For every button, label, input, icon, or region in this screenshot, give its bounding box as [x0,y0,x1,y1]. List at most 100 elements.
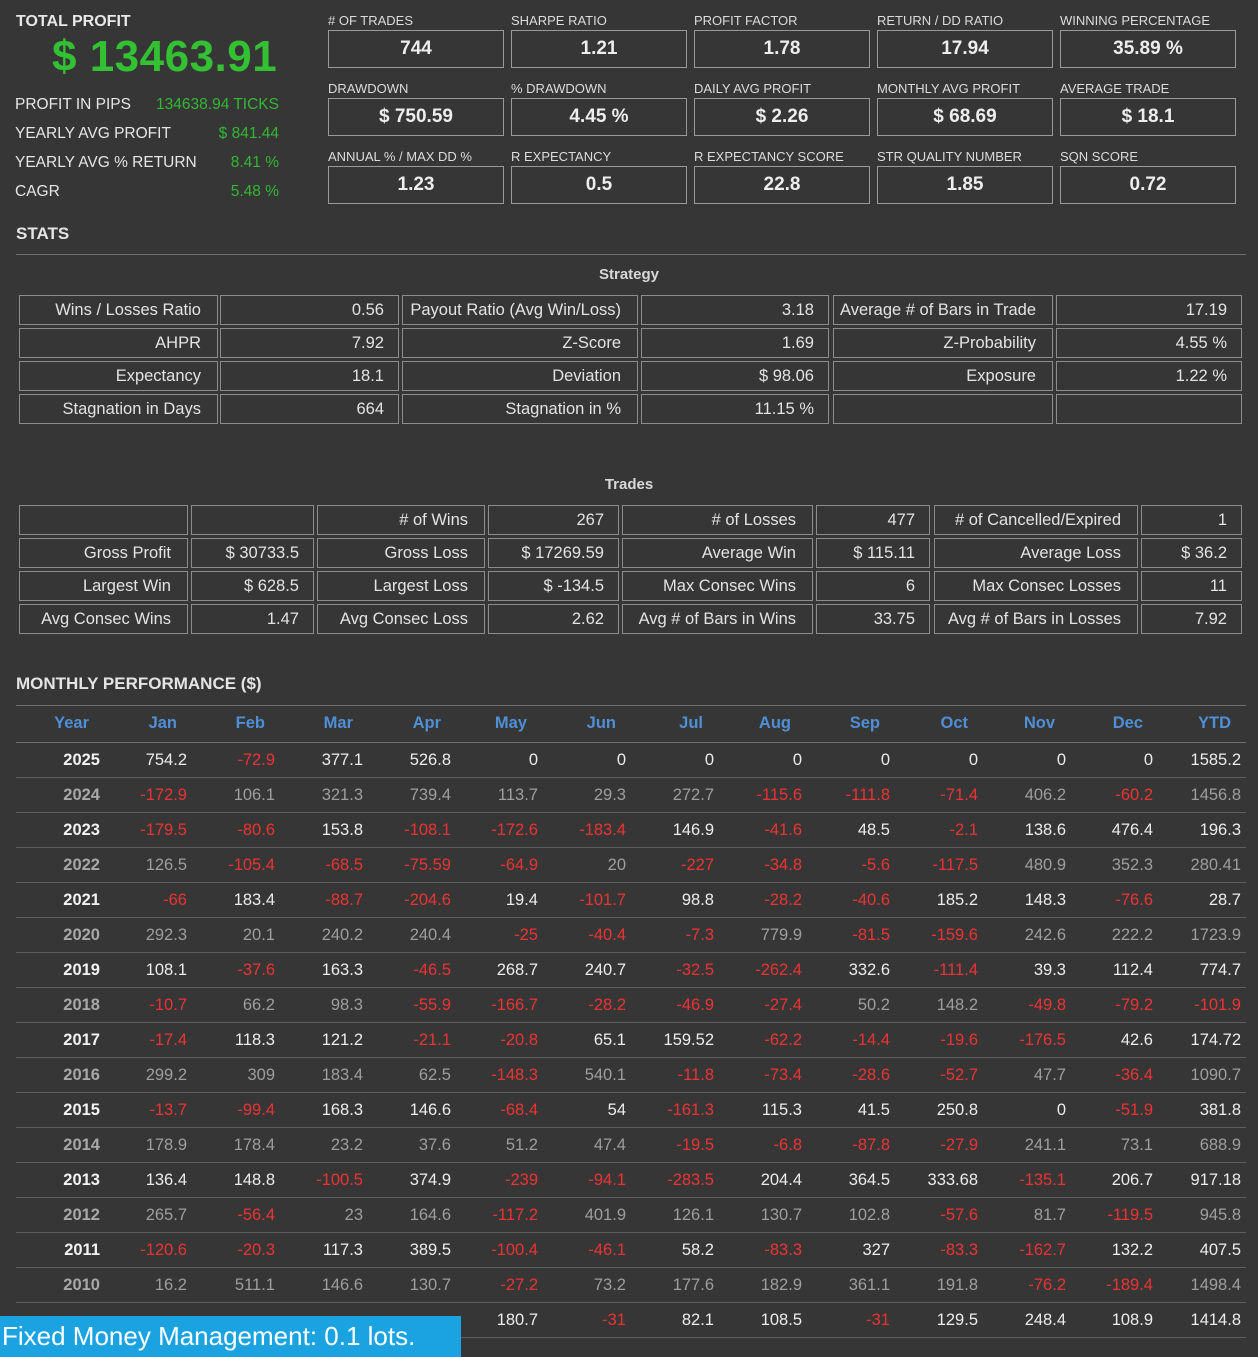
strategy-stat-label: Deviation [402,361,638,391]
month-value-cell: 272.7 [672,786,714,804]
month-value-cell: -115.6 [756,786,802,804]
summary-value: $ 841.44 [218,125,279,142]
monthly-header-divider [16,742,1246,743]
strategy-stat-label: Exposure [833,361,1053,391]
trade-stat-value [191,505,314,535]
year-cell: 2011 [64,1241,100,1259]
month-value-cell: 292.3 [145,926,187,944]
month-value-cell: 1585.2 [1190,751,1241,769]
trades-title: Trades [604,476,654,493]
month-value-cell: -10.7 [149,996,187,1014]
month-value-cell: 0 [528,751,538,769]
summary-row-yearly-avg-return: YEARLY AVG % RETURN 8.41 % [15,154,279,176]
month-value-cell: 132.2 [1111,1241,1153,1259]
trade-stat-label: Average Loss [934,538,1138,568]
trade-stat-value: $ 115.11 [816,538,930,568]
month-value-cell: -76.6 [1115,891,1153,909]
month-header: YTD [1198,714,1231,732]
month-value-cell: 540.1 [584,1066,626,1084]
month-value-cell: 51.2 [505,1136,538,1154]
metric-value: $ 750.59 [328,98,504,136]
trade-stat-value: 267 [488,505,619,535]
month-value-cell: -17.4 [149,1031,187,1049]
metric-label: DRAWDOWN [328,81,409,96]
month-value-cell: -239 [504,1171,538,1189]
month-value-cell: 146.6 [409,1101,451,1119]
month-value-cell: 241.1 [1024,1136,1066,1154]
trade-stat-value: 11 [1141,571,1242,601]
month-header: Jan [148,714,177,732]
month-value-cell: -111.8 [845,786,890,804]
month-value-cell: 102.8 [848,1206,890,1224]
year-cell: 2024 [63,786,100,804]
month-value-cell: -176.5 [1019,1031,1066,1049]
metric-label: WINNING PERCENTAGE [1060,13,1210,28]
metric-label: STR QUALITY NUMBER [877,149,1022,164]
month-value-cell: -5.6 [861,856,890,874]
month-value-cell: 1723.9 [1190,926,1241,944]
month-header: Apr [412,714,441,732]
strategy-stat-value: 4.55 % [1056,328,1242,358]
month-value-cell: -56.4 [237,1206,275,1224]
year-cell: 2025 [63,751,100,769]
metric-value: $ 68.69 [877,98,1053,136]
metric-card: AVERAGE TRADE $ 18.1 [1060,81,1236,136]
metric-card: PROFIT FACTOR 1.78 [694,13,870,68]
year-cell: 2022 [63,856,100,874]
month-value-cell: -20.3 [237,1241,275,1259]
month-value-cell: -101.9 [1194,996,1241,1014]
month-value-cell: -25 [514,926,538,944]
trade-stat-label: # of Cancelled/Expired [934,505,1138,535]
strategy-stat-label: Expectancy [19,361,218,391]
month-value-cell: 48.5 [857,821,890,839]
month-value-cell: 248.4 [1024,1311,1066,1329]
month-value-cell: -117.2 [492,1206,538,1224]
month-value-cell: -79.2 [1115,996,1153,1014]
trade-stat-value: 7.92 [1141,604,1242,634]
trade-stat-value: $ 628.5 [191,571,314,601]
trade-stat-label [19,505,188,535]
month-value-cell: -27.4 [764,996,802,1014]
summary-label: YEARLY AVG % RETURN [15,154,197,171]
metric-label: RETURN / DD RATIO [877,13,1004,28]
month-value-cell: -88.7 [325,891,363,909]
month-value-cell: -183.4 [579,821,626,839]
month-value-cell: 182.9 [760,1276,802,1294]
metric-label: # OF TRADES [328,13,414,28]
trade-stat-label: Largest Loss [317,571,485,601]
month-value-cell: 146.6 [321,1276,363,1294]
month-value-cell: 138.6 [1024,821,1066,839]
year-cell: 2020 [63,926,100,944]
strategy-stat-label: AHPR [19,328,218,358]
month-header: Sep [849,714,880,732]
metric-card: SQN SCORE 0.72 [1060,149,1236,204]
metric-value: 1.21 [511,30,687,68]
metric-label: SHARPE RATIO [511,13,607,28]
month-value-cell: 321.3 [321,786,363,804]
monthly-divider [16,705,1246,706]
table-row: 2011 -120.6 -20.3 117.3 389.5 -100.4 -46.1 58.2… [16,1233,1246,1268]
metric-label: R EXPECTANCY [511,149,612,164]
month-value-cell: 23 [344,1206,363,1224]
month-value-cell: 39.3 [1033,961,1066,979]
month-value-cell: -31 [866,1311,890,1329]
month-value-cell: -51.9 [1115,1101,1153,1119]
month-header: Jul [679,714,703,732]
stats-divider [16,254,1246,255]
month-value-cell: 204.4 [760,1171,802,1189]
month-value-cell: -68.5 [325,856,363,874]
metric-value: $ 2.26 [694,98,870,136]
month-value-cell: 81.7 [1033,1206,1066,1224]
trade-stat-value: $ -134.5 [488,571,619,601]
trade-stat-label: Average Win [622,538,813,568]
metric-card: R EXPECTANCY SCORE 22.8 [694,149,870,204]
month-value-cell: 407.5 [1199,1241,1241,1259]
month-value-cell: -161.3 [667,1101,714,1119]
summary-row-cagr: CAGR 5.48 % [15,183,279,205]
month-value-cell: -68.4 [500,1101,538,1119]
month-value-cell: -31 [602,1311,626,1329]
month-value-cell: -62.2 [764,1031,802,1049]
month-value-cell: 47.7 [1033,1066,1066,1084]
trade-stat-value: 1 [1141,505,1242,535]
month-value-cell: -83.3 [940,1241,978,1259]
